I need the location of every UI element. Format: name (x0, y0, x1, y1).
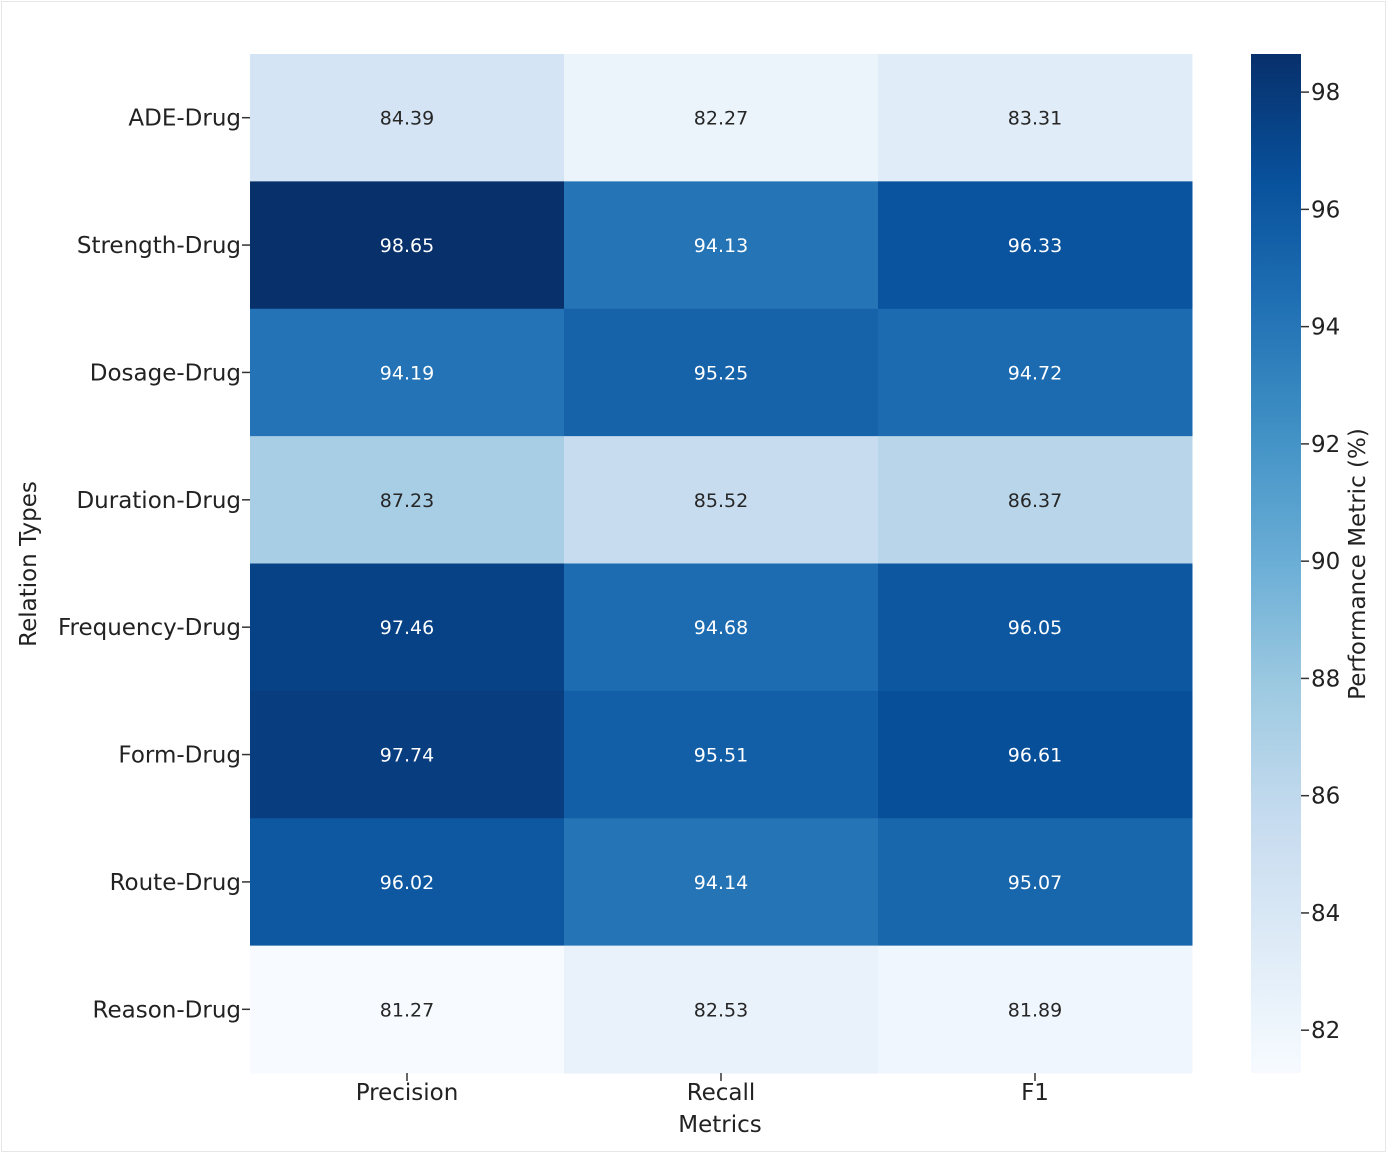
cell-value-label: 87.23 (380, 490, 434, 512)
cell-value-label: 95.07 (1008, 872, 1062, 894)
cell-value-label: 97.74 (380, 745, 434, 767)
colorbar-tick-label: 92 (1311, 432, 1340, 458)
cell-value-label: 84.39 (380, 108, 434, 130)
cell-value-label: 96.02 (380, 872, 434, 894)
cell-value-label: 97.46 (380, 617, 434, 639)
cell-value-label: 94.68 (694, 617, 748, 639)
x-axis-label: Metrics (678, 1112, 762, 1138)
cell-value-label: 94.13 (694, 235, 748, 257)
colorbar-tick-label: 84 (1311, 901, 1340, 927)
heatmap-cell (250, 818, 565, 947)
heatmap-cell (564, 181, 879, 310)
cell-value-label: 94.72 (1008, 362, 1062, 384)
x-tick-label: Precision (356, 1080, 459, 1106)
colorbar-tick-label: 82 (1311, 1018, 1340, 1044)
cell-value-label: 95.25 (694, 362, 748, 384)
colorbar-label: Performance Metric (%) (1345, 428, 1371, 700)
heatmap-cell (564, 818, 879, 947)
cell-value-label: 94.14 (694, 872, 748, 894)
heatmap-cell (250, 308, 565, 437)
x-tick-label: F1 (1021, 1080, 1049, 1106)
cell-value-label: 98.65 (380, 235, 434, 257)
heatmap-cell (878, 818, 1193, 947)
cell-value-label: 81.89 (1008, 999, 1062, 1021)
heatmap-cell (250, 181, 565, 310)
x-tick-label: Recall (687, 1080, 756, 1106)
heatmap-cell (878, 308, 1193, 437)
y-tick-label: Reason-Drug (93, 997, 241, 1023)
y-axis: ADE-Drug Strength-Drug Dosage-Drug Duration… (58, 106, 250, 1023)
colorbar-ticks: 82 84 86 88 90 92 94 96 98 (1301, 80, 1340, 1044)
cell-value-label: 86.37 (1008, 490, 1062, 512)
heatmap-cell (564, 308, 879, 437)
cell-value-label: 96.05 (1008, 617, 1062, 639)
colorbar: 82 84 86 88 90 92 94 96 98 Performance Metric (%… (1251, 54, 1371, 1073)
colorbar-tick-label: 94 (1311, 315, 1340, 341)
heatmap-cell (564, 54, 879, 182)
cell-value-label: 82.27 (694, 108, 748, 130)
colorbar-gradient (1251, 54, 1301, 1073)
colorbar-tick-label: 98 (1311, 80, 1340, 106)
cell-value-label: 95.51 (694, 745, 748, 767)
heatmap-cell (564, 690, 879, 819)
y-tick-label: Frequency-Drug (58, 615, 241, 641)
cell-value-label: 96.61 (1008, 745, 1062, 767)
heatmap-cell (878, 436, 1193, 564)
heatmap-cell (564, 945, 879, 1074)
cell-value-label: 96.33 (1008, 235, 1062, 257)
y-tick-label: Duration-Drug (76, 488, 241, 514)
heatmap-cell (878, 563, 1193, 692)
heatmap-cell (878, 54, 1193, 182)
heatmap-cell (250, 436, 565, 564)
cell-value-label: 81.27 (380, 999, 434, 1021)
y-tick-label: ADE-Drug (128, 106, 241, 132)
cell-value-label: 83.31 (1008, 108, 1062, 130)
y-tick-label: Route-Drug (110, 870, 241, 896)
heatmap-cell (878, 690, 1193, 819)
cell-value-label: 82.53 (694, 999, 748, 1021)
heatmap-cell (250, 563, 565, 692)
heatmap-cell (250, 54, 565, 182)
heatmap-cell (878, 181, 1193, 310)
cell-value-label: 94.19 (380, 362, 434, 384)
heatmap-cell (250, 690, 565, 819)
x-axis: Precision Recall F1 (356, 1073, 1049, 1106)
y-tick-label: Dosage-Drug (90, 360, 241, 386)
heatmap-cell (878, 945, 1193, 1074)
heatmap-cell (564, 563, 879, 692)
cell-value-label: 85.52 (694, 490, 748, 512)
heatmap-cell (564, 436, 879, 564)
colorbar-tick-label: 86 (1311, 784, 1340, 810)
heatmap-cells: 84.39 82.27 83.31 98.65 94.13 96.33 94.19 95.25… (250, 54, 1193, 1074)
colorbar-tick-label: 88 (1311, 666, 1340, 692)
heatmap-cell (250, 945, 565, 1074)
y-tick-label: Strength-Drug (77, 233, 241, 259)
y-tick-label: Form-Drug (118, 743, 241, 769)
y-axis-label: Relation Types (16, 481, 42, 647)
colorbar-tick-label: 96 (1311, 197, 1340, 223)
colorbar-tick-label: 90 (1311, 549, 1340, 575)
